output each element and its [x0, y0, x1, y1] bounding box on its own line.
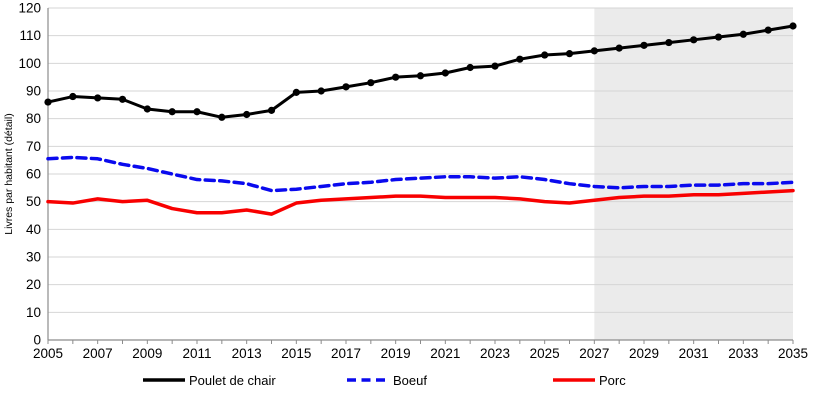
series-marker-0	[392, 73, 400, 81]
y-axis-tick-label: 90	[26, 84, 41, 99]
y-axis-tick-label: 20	[26, 277, 41, 292]
y-axis-tick-label: 60	[26, 167, 41, 182]
x-axis-tick-label: 2007	[83, 346, 113, 361]
series-marker-0	[789, 22, 797, 30]
series-marker-0	[541, 51, 549, 59]
x-axis-tick-label: 2021	[430, 346, 460, 361]
series-marker-0	[44, 98, 52, 106]
series-marker-0	[143, 105, 151, 113]
series-marker-0	[665, 38, 673, 47]
series-marker-0	[367, 79, 375, 87]
series-marker-0	[640, 41, 648, 49]
series-marker-0	[292, 88, 300, 96]
series-marker-0	[714, 33, 723, 41]
x-axis-tick-label: 2015	[281, 346, 311, 361]
y-axis-tick-label: 40	[26, 222, 41, 237]
series-marker-0	[69, 92, 77, 101]
y-axis-tick-label: 0	[33, 333, 41, 348]
legend-label-porc: Porc	[599, 372, 626, 388]
x-axis-tick-label: 2011	[182, 346, 211, 361]
line-chart-canvas: 0 10 20 30 40 50 60 70 80 90 100 110 120 2005 2007 2009…	[3, 1, 808, 362]
series-marker-0	[168, 108, 176, 116]
series-marker-0	[94, 94, 102, 102]
series-marker-0	[491, 62, 499, 70]
series-marker-0	[466, 63, 474, 72]
y-axis-tick-label: 110	[19, 28, 41, 43]
poulet-line-swatch-icon	[143, 378, 185, 382]
x-axis-tick-label: 2017	[331, 346, 361, 361]
series-line-1	[46, 155, 795, 193]
y-axis-tick-label: 120	[18, 1, 41, 16]
legend-label-poulet-de-chair: Poulet de chair	[189, 372, 276, 388]
series-marker-0	[218, 113, 226, 121]
boeuf-dashed-line-swatch-icon	[347, 378, 389, 382]
y-axis-title: Livres par habitant (détail)	[3, 113, 15, 234]
y-axis-tick-label: 10	[26, 305, 41, 320]
series-marker-0	[193, 108, 201, 116]
legend: Poulet de chair Boeuf Porc	[0, 371, 820, 391]
series-marker-0	[267, 106, 276, 114]
x-axis-tick-label: 2033	[728, 346, 758, 361]
x-axis-tick-label: 2013	[232, 346, 262, 361]
series-line-2	[46, 188, 795, 216]
legend-label-boeuf: Boeuf	[393, 372, 427, 388]
y-axis-tick-label: 70	[26, 139, 41, 154]
series-marker-0	[590, 47, 598, 55]
y-axis-tick-label: 30	[26, 250, 41, 265]
series-marker-0	[243, 110, 251, 119]
series-marker-0	[739, 30, 747, 38]
legend-item-porc: Porc	[552, 371, 626, 389]
legend-item-poulet-de-chair: Poulet de chair	[142, 371, 276, 389]
x-axis-tick-label: 2009	[132, 346, 162, 361]
x-axis-tick-label: 2027	[579, 346, 609, 361]
x-axis-tick-label: 2035	[778, 346, 808, 361]
y-axis-tick-label: 100	[18, 56, 41, 71]
series-marker-0	[615, 44, 623, 52]
porc-line-swatch-icon	[553, 378, 595, 382]
series-marker-0	[118, 95, 127, 103]
series-marker-0	[441, 69, 449, 77]
series-marker-0	[565, 50, 574, 58]
legend-item-boeuf: Boeuf	[346, 371, 427, 389]
y-axis-tick-label: 50	[26, 194, 41, 209]
series-marker-0	[342, 83, 350, 91]
series-marker-0	[690, 36, 698, 44]
x-axis-tick-label: 2031	[679, 346, 709, 361]
y-axis-tick-label: 80	[26, 111, 41, 126]
series-marker-0	[416, 72, 425, 80]
x-axis-tick-label: 2019	[381, 346, 411, 361]
series-marker-0	[764, 26, 772, 34]
series-marker-0	[516, 55, 524, 63]
x-axis-tick-label: 2005	[33, 346, 63, 361]
x-axis-tick-label: 2023	[480, 346, 510, 361]
x-axis-tick-label: 2029	[629, 346, 659, 361]
series-marker-0	[317, 87, 325, 95]
x-axis-tick-label: 2025	[530, 346, 560, 361]
